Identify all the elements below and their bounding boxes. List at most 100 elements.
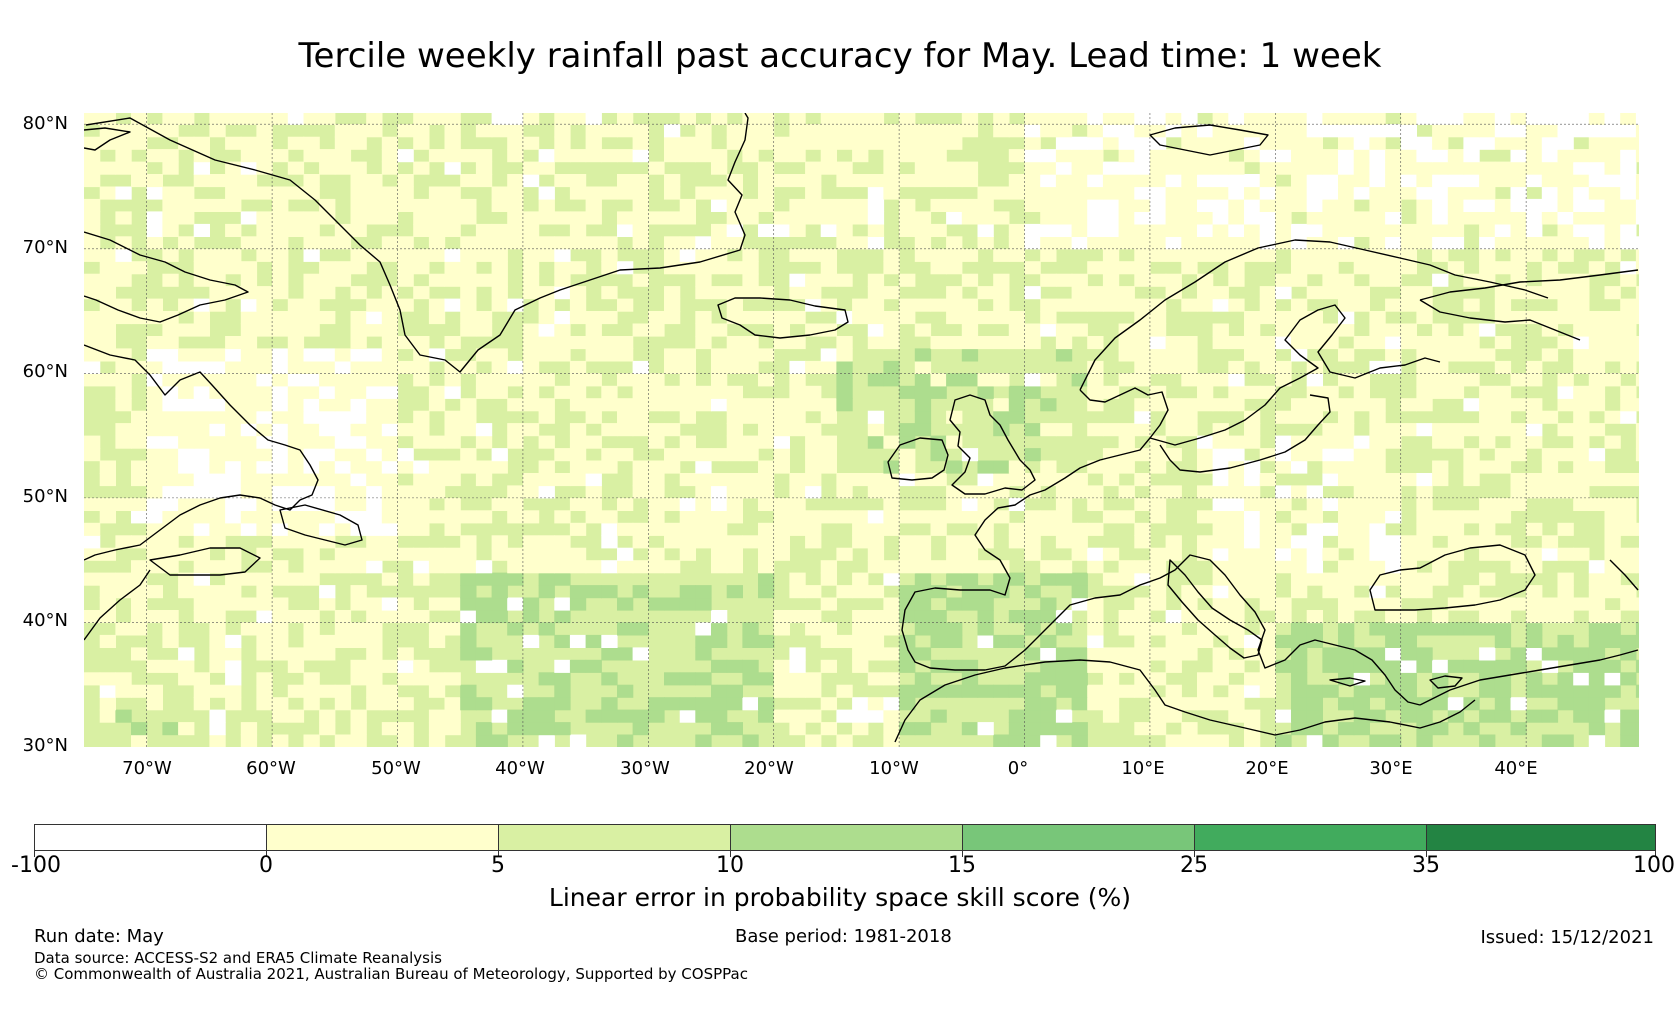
grid-cell [632, 622, 649, 636]
grid-cell [366, 124, 383, 138]
grid-cell [1385, 248, 1402, 262]
grid-cell [366, 647, 383, 661]
grid-cell [1447, 223, 1465, 237]
grid-cell [1635, 622, 1639, 636]
grid-cell [225, 136, 242, 150]
grid-cell [1197, 610, 1214, 624]
grid-cell [1306, 198, 1323, 212]
grid-cell [538, 572, 555, 586]
grid-cell [1212, 323, 1229, 337]
grid-cell [507, 709, 524, 723]
grid-cell [585, 460, 602, 474]
grid-cell [1228, 448, 1245, 462]
grid-cell [1557, 373, 1574, 387]
grid-cell [1557, 610, 1574, 624]
grid-cell [554, 385, 571, 399]
grid-cell [852, 709, 869, 723]
grid-cell [1040, 560, 1057, 574]
grid-cell [742, 659, 759, 673]
grid-cell [1526, 136, 1543, 150]
grid-cell [115, 709, 132, 723]
grid-cell [632, 223, 649, 237]
grid-cell [1463, 186, 1480, 200]
colorbar-label-25: 25 [1180, 853, 1208, 878]
grid-cell [1197, 124, 1214, 138]
grid-cell [1087, 610, 1104, 624]
grid-cell [1541, 684, 1559, 698]
grid-cell [1541, 410, 1559, 424]
grid-cell [1291, 149, 1308, 163]
grid-cell [1604, 348, 1621, 362]
grid-cell [742, 273, 759, 287]
grid-cell [1181, 198, 1198, 212]
grid-cell [1244, 572, 1261, 586]
grid-cell [209, 423, 226, 437]
grid-cell [162, 385, 179, 399]
colorbar-label-neg100: -100 [11, 853, 61, 878]
grid-cell [1604, 547, 1621, 561]
grid-cell [1165, 286, 1182, 300]
grid-cell [899, 610, 916, 624]
grid-cell [1102, 261, 1120, 275]
grid-cell [820, 113, 837, 125]
grid-cell [1008, 709, 1026, 723]
grid-cell [1118, 149, 1135, 163]
grid-cell [1197, 273, 1214, 287]
grid-cell [820, 697, 837, 711]
grid-cell [1291, 336, 1308, 350]
grid-cell [648, 510, 665, 524]
grid-cell [1306, 684, 1323, 698]
grid-cell [820, 510, 837, 524]
grid-cell [993, 684, 1010, 698]
grid-cell [867, 585, 885, 599]
grid-cell [1024, 734, 1041, 747]
grid-cell [1573, 174, 1590, 188]
grid-cell [1369, 398, 1386, 412]
grid-cell [522, 360, 540, 374]
grid-cell [554, 286, 571, 300]
grid-cell [1479, 597, 1496, 611]
grid-cell [1165, 186, 1182, 200]
grid-cell [852, 610, 869, 624]
grid-cell [1008, 336, 1026, 350]
grid-cell [475, 423, 493, 437]
grid-cell [789, 572, 806, 586]
grid-cell [789, 709, 806, 723]
grid-cell [1557, 113, 1574, 125]
grid-cell [695, 535, 712, 549]
grid-cell [977, 560, 994, 574]
grid-cell [805, 211, 822, 225]
grid-cell [1369, 186, 1386, 200]
grid-cell [413, 610, 430, 624]
grid-cell [131, 124, 148, 138]
grid-cell [397, 186, 414, 200]
grid-cell [601, 709, 618, 723]
grid-cell [84, 174, 101, 188]
grid-cell [1353, 535, 1370, 549]
grid-cell [99, 261, 116, 275]
grid-cell [1306, 398, 1323, 412]
grid-cell [695, 522, 712, 536]
grid-cell [1008, 460, 1026, 474]
grid-cell [1604, 634, 1621, 648]
grid-cell [1181, 223, 1198, 237]
grid-cell [1635, 149, 1639, 163]
grid-cell [1087, 161, 1104, 175]
grid-cell [1181, 597, 1198, 611]
grid-cell [1385, 634, 1402, 648]
grid-cell [397, 124, 414, 138]
grid-cell [1635, 186, 1639, 200]
grid-cell [1024, 423, 1041, 437]
grid-cell [1541, 647, 1559, 661]
grid-cell [193, 373, 210, 387]
grid-cell [1526, 236, 1543, 250]
grid-cell [178, 672, 195, 686]
coastline-baffin [84, 231, 249, 323]
grid-cell [1275, 460, 1292, 474]
grid-cell [726, 485, 743, 499]
grid-cell [1494, 286, 1512, 300]
grid-cell [522, 398, 540, 412]
grid-cell [1275, 336, 1292, 350]
grid-cell [1479, 610, 1496, 624]
grid-cell [617, 622, 634, 636]
